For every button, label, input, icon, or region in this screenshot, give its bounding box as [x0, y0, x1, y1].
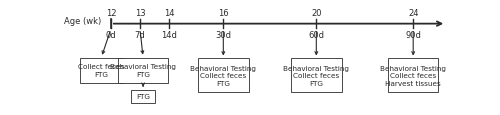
FancyBboxPatch shape — [132, 90, 154, 103]
Text: Age (wk): Age (wk) — [64, 17, 102, 26]
Text: 20: 20 — [311, 9, 322, 18]
Text: Collect feces
FTG: Collect feces FTG — [78, 64, 124, 77]
Text: 13: 13 — [134, 9, 145, 18]
Text: FTG: FTG — [136, 94, 150, 100]
Text: 12: 12 — [106, 9, 116, 18]
FancyBboxPatch shape — [388, 59, 438, 93]
FancyBboxPatch shape — [198, 59, 248, 93]
Text: Behavioral Testing
Collect feces
Harvest tissues: Behavioral Testing Collect feces Harvest… — [380, 66, 446, 86]
Text: 16: 16 — [218, 9, 228, 18]
Text: 90d: 90d — [405, 31, 421, 40]
Text: 14: 14 — [164, 9, 174, 18]
Text: 0d: 0d — [106, 31, 116, 40]
FancyBboxPatch shape — [118, 58, 168, 83]
Text: 30d: 30d — [216, 31, 232, 40]
Text: Behavioral Testing
Collect feces
FTG: Behavioral Testing Collect feces FTG — [190, 66, 256, 86]
Text: Behavioral Testing
Collect feces
FTG: Behavioral Testing Collect feces FTG — [284, 66, 350, 86]
FancyBboxPatch shape — [80, 58, 122, 83]
Text: 60d: 60d — [308, 31, 324, 40]
Text: 14d: 14d — [161, 31, 177, 40]
Text: 24: 24 — [408, 9, 418, 18]
Text: 7d: 7d — [134, 31, 145, 40]
FancyBboxPatch shape — [291, 59, 342, 93]
Text: Behavioral Testing
FTG: Behavioral Testing FTG — [110, 64, 176, 77]
